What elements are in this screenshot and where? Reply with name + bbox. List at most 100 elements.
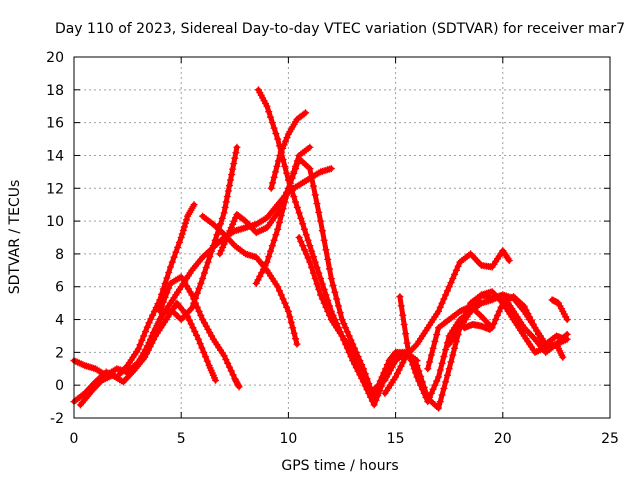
data-point-marker	[180, 223, 188, 231]
y-tick-label: 10	[46, 214, 64, 230]
data-point-marker	[152, 304, 160, 312]
data-point-marker	[267, 184, 275, 192]
data-point-marker	[396, 293, 404, 301]
data-point-marker	[145, 339, 153, 347]
data-point-marker	[142, 345, 150, 353]
series-track-e	[141, 143, 241, 356]
data-point-marker	[354, 361, 362, 369]
x-axis-label: GPS time / hours	[281, 458, 398, 474]
data-point-marker	[178, 230, 186, 238]
data-point-marker	[431, 381, 439, 389]
data-point-marker	[290, 192, 298, 200]
data-point-marker	[179, 226, 187, 234]
data-point-marker	[445, 283, 453, 291]
data-point-marker	[308, 173, 316, 181]
data-point-marker	[203, 357, 211, 365]
data-point-marker	[224, 187, 232, 195]
data-point-marker	[524, 310, 532, 318]
data-point-marker	[447, 358, 455, 366]
data-point-marker	[283, 169, 291, 177]
data-point-marker	[438, 299, 446, 307]
data-point-marker	[292, 165, 300, 173]
data-point-marker	[197, 279, 205, 287]
data-point-marker	[284, 307, 292, 315]
data-point-marker	[424, 398, 432, 406]
data-point-marker	[220, 352, 228, 360]
data-point-marker	[306, 258, 314, 266]
data-point-marker	[181, 219, 189, 227]
data-point-marker	[281, 299, 289, 307]
data-point-marker	[268, 242, 276, 250]
data-point-marker	[306, 143, 314, 151]
data-point-marker	[281, 198, 289, 206]
y-tick-label: 16	[46, 116, 64, 132]
data-point-marker	[431, 337, 439, 345]
data-point-marker	[343, 328, 351, 336]
data-point-marker	[449, 351, 457, 359]
data-point-marker	[268, 119, 276, 127]
data-point-marker	[383, 361, 391, 369]
data-point-marker	[147, 315, 155, 323]
data-point-marker	[283, 134, 291, 142]
data-point-marker	[161, 293, 169, 301]
data-point-marker	[420, 389, 428, 397]
data-point-marker	[454, 262, 462, 270]
data-point-marker	[293, 340, 301, 348]
data-point-marker	[452, 266, 460, 274]
data-point-marker	[347, 336, 355, 344]
data-point-marker	[197, 311, 205, 319]
data-point-marker	[315, 208, 323, 216]
data-point-marker	[309, 182, 317, 190]
series-track-l	[381, 247, 513, 397]
x-tick-label: 0	[70, 431, 79, 447]
data-point-marker	[300, 110, 308, 118]
data-point-marker	[277, 291, 285, 299]
data-point-marker	[261, 262, 269, 270]
data-point-marker	[443, 371, 451, 379]
data-point-marker	[198, 344, 206, 352]
data-point-marker	[370, 401, 378, 409]
data-point-marker	[231, 154, 239, 162]
data-point-marker	[201, 353, 209, 361]
data-point-marker	[297, 238, 305, 246]
data-point-marker	[202, 264, 210, 272]
data-point-marker	[165, 269, 173, 277]
data-point-marker	[165, 284, 173, 292]
data-point-marker	[145, 319, 153, 327]
data-point-marker	[265, 108, 273, 116]
data-point-marker	[486, 325, 494, 333]
data-point-marker	[427, 389, 435, 397]
data-point-marker	[373, 383, 381, 391]
data-point-marker	[434, 307, 442, 315]
data-point-marker	[340, 320, 348, 328]
data-point-marker	[520, 302, 528, 310]
data-point-marker	[397, 362, 405, 370]
data-point-marker	[195, 307, 203, 315]
data-point-marker	[302, 250, 310, 258]
data-point-marker	[196, 340, 204, 348]
data-point-marker	[224, 230, 232, 238]
data-point-marker	[279, 144, 287, 152]
data-point-marker	[325, 265, 333, 273]
data-point-marker	[279, 295, 287, 303]
data-point-marker	[258, 269, 266, 277]
data-point-marker	[440, 352, 448, 360]
data-point-marker	[404, 348, 412, 356]
data-point-marker	[223, 234, 231, 241]
data-point-marker	[397, 302, 405, 310]
data-point-marker	[309, 253, 317, 261]
data-point-marker	[222, 355, 230, 363]
data-point-marker	[406, 352, 414, 360]
data-point-marker	[213, 231, 221, 239]
data-point-marker	[320, 236, 328, 244]
data-point-marker	[222, 198, 230, 206]
data-point-marker	[402, 330, 410, 338]
data-point-marker	[495, 307, 503, 315]
series-track-p	[445, 291, 571, 356]
data-point-marker	[497, 303, 505, 311]
series-track-d	[156, 273, 243, 391]
data-point-marker	[232, 149, 240, 157]
data-point-marker	[144, 342, 152, 350]
data-point-marker	[208, 247, 216, 255]
